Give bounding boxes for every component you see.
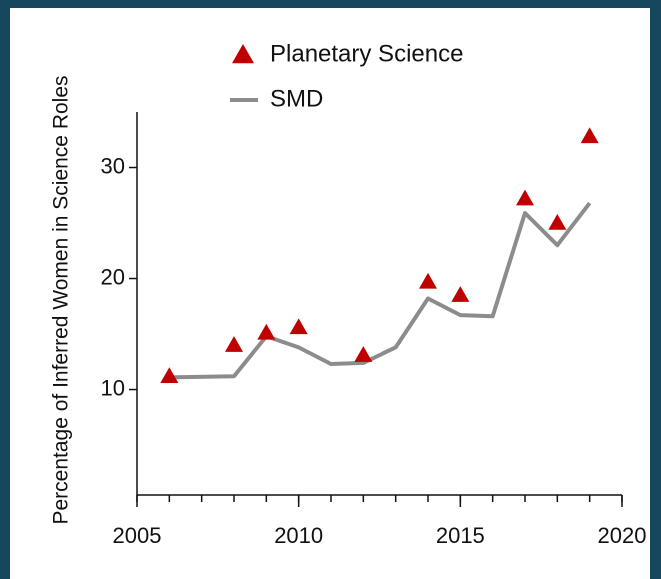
legend-label: SMD — [270, 85, 323, 112]
triangle-marker — [289, 318, 308, 335]
triangle-marker — [225, 336, 243, 352]
triangle-marker — [354, 346, 373, 362]
legend-label: Planetary Science — [270, 40, 463, 67]
x-tick-label: 2010 — [274, 523, 323, 548]
triangle-marker — [451, 286, 470, 302]
triangle-marker — [160, 367, 179, 383]
x-tick-label: 2005 — [113, 523, 162, 548]
triangle-marker — [419, 272, 437, 289]
y-tick-label: 10 — [101, 375, 125, 400]
x-tick-label: 2020 — [598, 523, 647, 548]
y-tick-label: 30 — [101, 153, 125, 178]
legend-marker — [232, 44, 254, 64]
triangle-marker — [516, 189, 534, 206]
triangle-marker — [548, 214, 567, 230]
y-axis-label: Percentage of Inferred Women in Science … — [50, 75, 73, 524]
triangle-marker — [257, 323, 276, 340]
panel — [10, 8, 650, 579]
y-tick-label: 20 — [101, 264, 125, 289]
triangle-marker — [580, 127, 599, 144]
x-tick-label: 2015 — [436, 523, 485, 548]
